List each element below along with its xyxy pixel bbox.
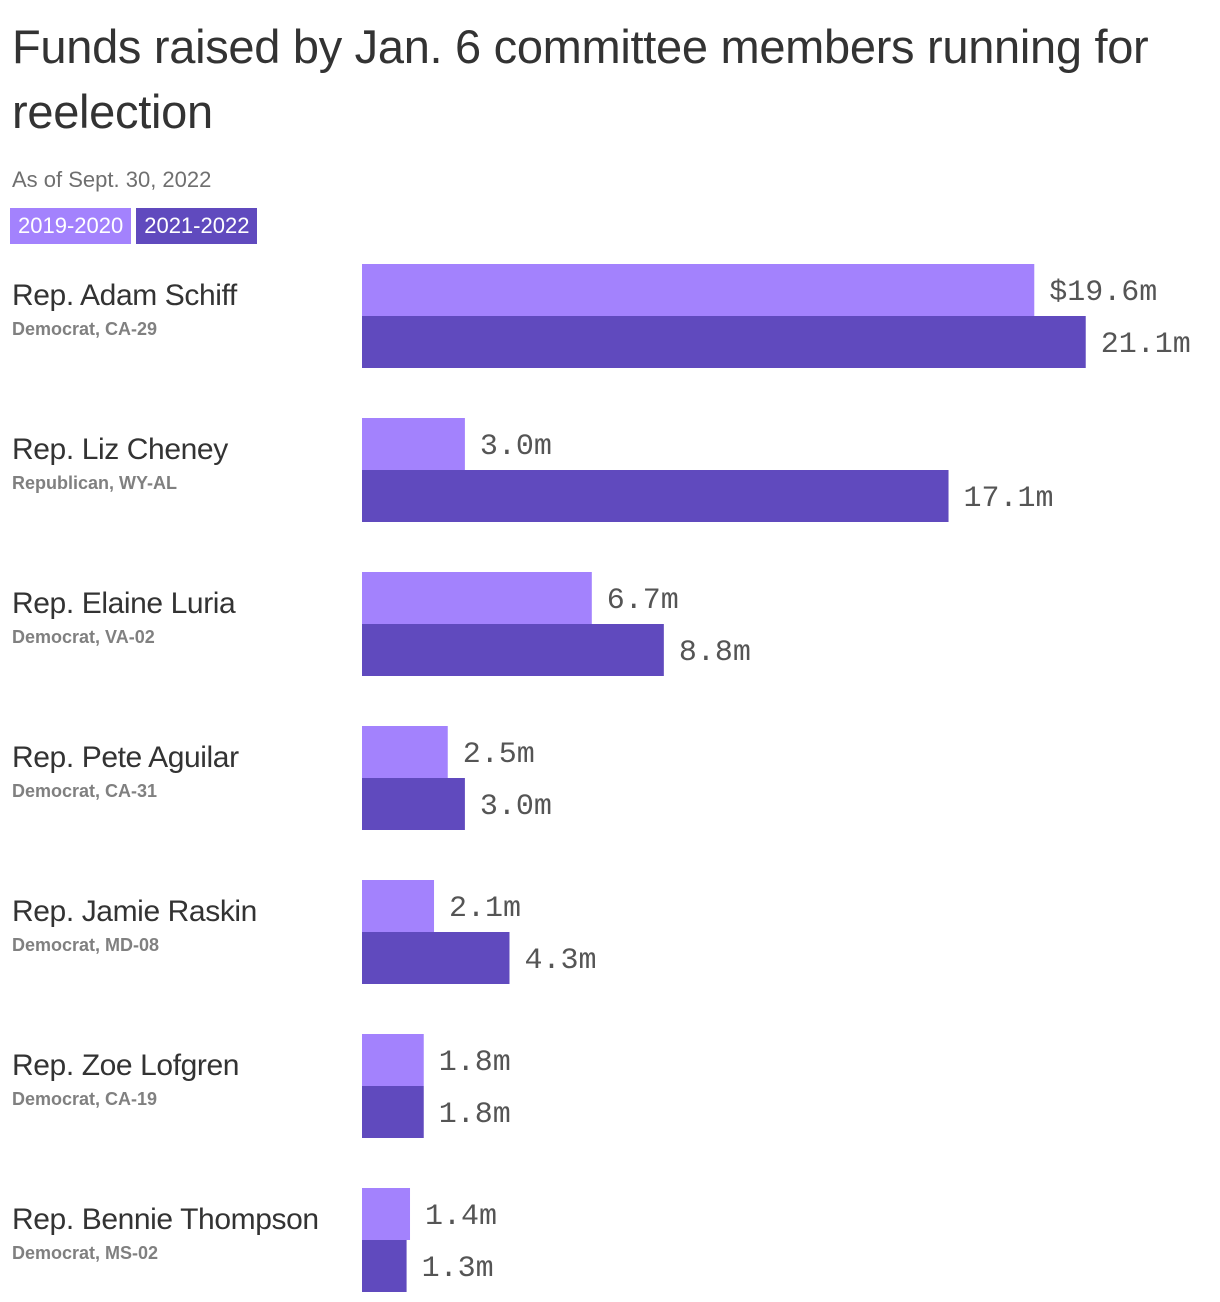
bar-zoe-lofgren-2019-2020	[362, 1034, 424, 1086]
bar-elaine-luria-2021-2022	[362, 624, 664, 676]
bar-value-label-pete-aguilar-2021-2022: 3.0m	[480, 790, 552, 824]
chart-subtitle: As of Sept. 30, 2022	[12, 167, 212, 192]
bar-value-label-liz-cheney-2021-2022: 17.1m	[964, 482, 1054, 516]
bar-value-label-zoe-lofgren-2019-2020: 1.8m	[439, 1046, 511, 1080]
bar-jamie-raskin-2019-2020	[362, 880, 435, 932]
bar-pete-aguilar-2021-2022	[362, 778, 465, 830]
bar-zoe-lofgren-2021-2022	[362, 1086, 424, 1138]
bar-value-label-elaine-luria-2021-2022: 8.8m	[679, 636, 751, 670]
bar-value-label-bennie-thompson-2019-2020: 1.4m	[425, 1200, 497, 1234]
member-name-zoe-lofgren: Rep. Zoe Lofgren	[12, 1049, 240, 1082]
chart-title: Funds raised by Jan. 6 committee members…	[12, 20, 1149, 138]
member-name-bennie-thompson: Rep. Bennie Thompson	[12, 1203, 319, 1236]
member-party-jamie-raskin: Democrat, MD-08	[12, 935, 160, 955]
bar-value-label-adam-schiff-2019-2020: $19.6m	[1049, 276, 1157, 310]
member-party-pete-aguilar: Democrat, CA-31	[12, 781, 158, 801]
bar-value-label-adam-schiff-2021-2022: 21.1m	[1101, 328, 1191, 362]
member-name-pete-aguilar: Rep. Pete Aguilar	[12, 741, 239, 774]
member-party-liz-cheney: Republican, WY-AL	[12, 473, 178, 493]
bar-pete-aguilar-2019-2020	[362, 726, 448, 778]
member-party-bennie-thompson: Democrat, MS-02	[12, 1243, 159, 1263]
member-party-adam-schiff: Democrat, CA-29	[12, 319, 158, 339]
bar-elaine-luria-2019-2020	[362, 572, 592, 624]
member-name-adam-schiff: Rep. Adam Schiff	[12, 279, 237, 312]
bar-bennie-thompson-2019-2020	[362, 1188, 411, 1240]
bar-liz-cheney-2019-2020	[362, 418, 465, 470]
bar-value-label-jamie-raskin-2021-2022: 4.3m	[524, 944, 596, 978]
member-party-elaine-luria: Democrat, VA-02	[12, 627, 155, 647]
bar-value-label-jamie-raskin-2019-2020: 2.1m	[449, 892, 521, 926]
member-name-elaine-luria: Rep. Elaine Luria	[12, 587, 236, 620]
bar-adam-schiff-2019-2020	[362, 264, 1035, 316]
legend-item-2021-2022: 2021-2022	[136, 208, 258, 244]
bar-jamie-raskin-2021-2022	[362, 932, 510, 984]
bar-value-label-liz-cheney-2019-2020: 3.0m	[480, 430, 552, 464]
bar-value-label-zoe-lofgren-2021-2022: 1.8m	[439, 1098, 511, 1132]
member-party-zoe-lofgren: Democrat, CA-19	[12, 1089, 158, 1109]
legend-item-2019-2020: 2019-2020	[10, 208, 132, 244]
bar-bennie-thompson-2021-2022	[362, 1240, 407, 1292]
bar-liz-cheney-2021-2022	[362, 470, 949, 522]
member-name-liz-cheney: Rep. Liz Cheney	[12, 433, 228, 466]
bar-value-label-pete-aguilar-2019-2020: 2.5m	[463, 738, 535, 772]
bar-value-label-elaine-luria-2019-2020: 6.7m	[607, 584, 679, 618]
legend: 2019-2020 2021-2022	[10, 208, 258, 244]
bar-value-label-bennie-thompson-2021-2022: 1.3m	[422, 1252, 494, 1286]
member-name-jamie-raskin: Rep. Jamie Raskin	[12, 895, 257, 928]
bar-adam-schiff-2021-2022	[362, 316, 1086, 368]
